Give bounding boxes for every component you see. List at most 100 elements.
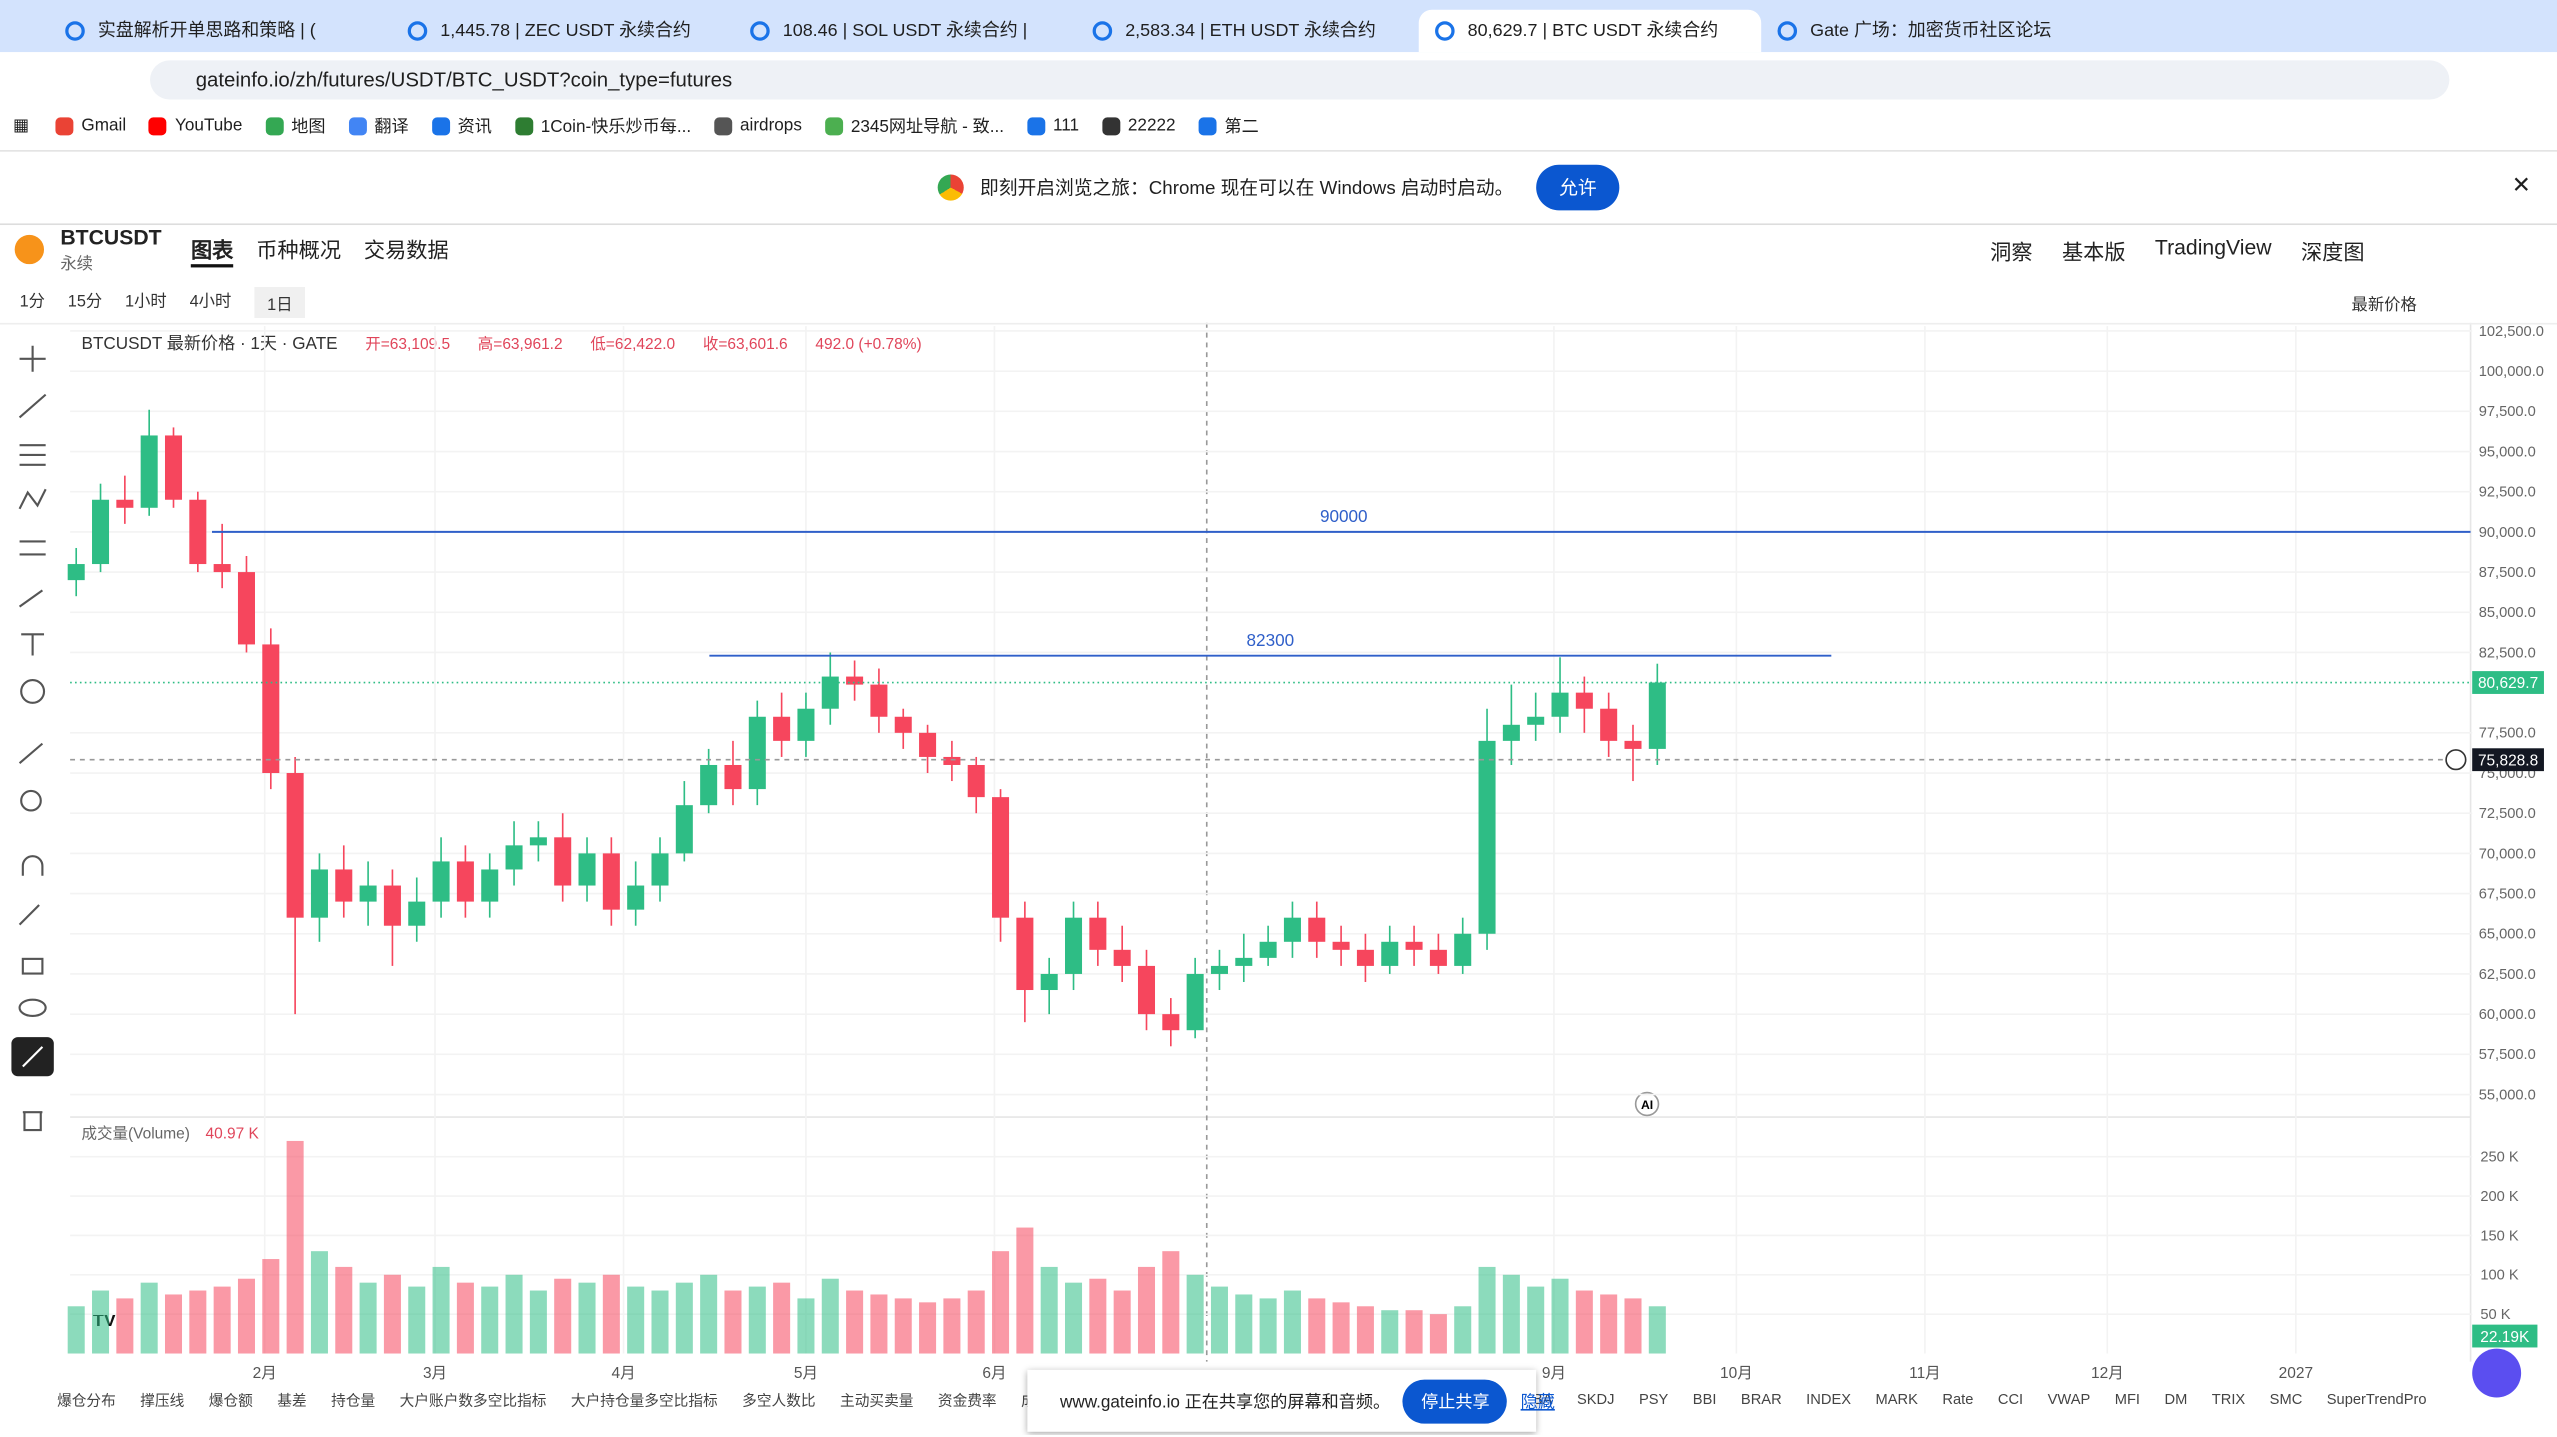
apps-icon[interactable]: ▦ xyxy=(13,115,30,136)
bookmark[interactable]: 资讯 xyxy=(431,113,492,137)
emoji-tool[interactable] xyxy=(20,678,46,704)
crosshair-price-label: 75,828.8 xyxy=(2478,752,2538,769)
bookmark[interactable]: 2345网址导航 - 致... xyxy=(824,113,1004,137)
bookmark[interactable]: 地图 xyxy=(265,113,326,137)
view-mode[interactable]: 基本版 xyxy=(2061,238,2126,264)
candle-body xyxy=(92,499,110,565)
indicator[interactable]: 爆仓额 xyxy=(208,1391,253,1409)
bookmark[interactable]: 第二 xyxy=(1198,113,1259,137)
bookmark-icon xyxy=(55,116,74,135)
candle-body xyxy=(213,564,231,573)
indicator[interactable]: 基差 xyxy=(277,1391,307,1409)
bookmark-label: 翻译 xyxy=(374,116,409,137)
lock-draw-tool[interactable] xyxy=(18,904,40,926)
indicator[interactable]: DM xyxy=(2164,1391,2188,1408)
interval[interactable]: 1小时 xyxy=(125,292,167,311)
view-mode[interactable]: 洞察 xyxy=(1990,238,2033,264)
indicator[interactable]: TRIX xyxy=(2211,1391,2246,1408)
indicator[interactable]: BBI xyxy=(1692,1391,1717,1408)
indicator[interactable]: PSY xyxy=(1638,1391,1669,1408)
view-tab[interactable]: 图表 xyxy=(190,232,234,267)
bookmark-icon xyxy=(713,116,732,135)
browser-tab[interactable]: 实盘解析开单思路和策略 | ( xyxy=(49,10,391,52)
indicator[interactable]: SMC xyxy=(2269,1391,2303,1408)
brush-tool[interactable] xyxy=(18,589,44,608)
crosshair-badge xyxy=(2472,748,2544,772)
indicator[interactable]: CCI xyxy=(1997,1391,2024,1408)
candle-body xyxy=(286,773,304,918)
volume-bar xyxy=(602,1274,620,1354)
view-mode[interactable]: TradingView xyxy=(2154,234,2272,259)
bookmark[interactable]: Gmail xyxy=(55,116,126,135)
close-notification[interactable]: ✕ xyxy=(2511,171,2531,198)
y-tick-label: 57,500.0 xyxy=(2479,1047,2536,1063)
candle-body xyxy=(67,564,85,581)
candle-body xyxy=(870,684,888,717)
lock-tool[interactable] xyxy=(21,957,44,975)
candle-body xyxy=(456,861,474,902)
browser-tab[interactable]: Gate 广场：加密货币社区论坛 xyxy=(1761,10,2103,52)
browser-tab[interactable]: 2,583.34 | ETH USDT 永续合约 xyxy=(1076,10,1418,52)
candle-body xyxy=(1235,957,1253,966)
crosshair-tool[interactable] xyxy=(19,345,46,372)
indicator[interactable]: SuperTrendPro xyxy=(2326,1391,2427,1408)
indicator[interactable]: 持仓量 xyxy=(331,1391,376,1409)
candle-body xyxy=(481,869,499,902)
browser-tab[interactable]: 80,629.7 | BTC USDT 永续合约 xyxy=(1418,9,1762,53)
interval[interactable]: 4小时 xyxy=(189,292,232,311)
symbol[interactable]: BTCUSDT xyxy=(60,225,162,250)
eye-tool[interactable] xyxy=(18,998,47,1018)
bookmark[interactable]: 111 xyxy=(1026,116,1079,135)
line-tool[interactable] xyxy=(18,393,47,419)
pattern-tool[interactable] xyxy=(18,488,47,510)
interval[interactable]: 1日 xyxy=(254,286,306,318)
indicator[interactable]: 大户持仓量多空比指标 xyxy=(570,1391,718,1409)
indicator[interactable]: BA xyxy=(1532,1391,1553,1408)
indicator[interactable]: MARK xyxy=(1875,1391,1918,1408)
interval[interactable]: 1分 xyxy=(19,292,45,311)
view-tab[interactable]: 币种概况 xyxy=(256,237,342,262)
price-type[interactable]: 最新价格 xyxy=(2351,295,2417,314)
indicator[interactable]: SKDJ xyxy=(1576,1391,1615,1408)
bookmark[interactable]: 翻译 xyxy=(348,113,409,137)
text-tool[interactable] xyxy=(21,633,45,656)
view-tab[interactable]: 交易数据 xyxy=(363,237,449,262)
indicator[interactable]: 多空人数比 xyxy=(742,1391,816,1409)
assistant-button[interactable] xyxy=(2472,1348,2522,1398)
indicator[interactable]: 撑压线 xyxy=(140,1391,185,1409)
bookmark[interactable]: YouTube xyxy=(148,116,242,135)
indicator[interactable]: MFI xyxy=(2114,1391,2141,1408)
indicator[interactable]: 爆仓分布 xyxy=(57,1391,116,1409)
browser-tab[interactable]: 108.46 | SOL USDT 永续合约 | xyxy=(734,10,1076,52)
interval[interactable]: 15分 xyxy=(67,292,103,311)
view-mode[interactable]: 深度图 xyxy=(2300,238,2365,264)
allow-button[interactable]: 允许 xyxy=(1536,164,1620,211)
volume-bar xyxy=(1527,1286,1545,1354)
indicator[interactable]: 主动买卖量 xyxy=(840,1391,914,1409)
ai-badge[interactable] xyxy=(1634,1091,1660,1117)
zoom-tool[interactable] xyxy=(20,789,42,812)
indicator[interactable]: 资金费率 xyxy=(937,1391,997,1409)
bookmark[interactable]: airdrops xyxy=(713,116,802,135)
volume-bar xyxy=(870,1294,888,1354)
hide-banner[interactable]: 隐藏 xyxy=(1520,1391,1555,1412)
browser-tab[interactable]: 1,445.78 | ZEC USDT 永续合约 xyxy=(391,10,733,52)
stop-share[interactable]: 停止共享 xyxy=(1403,1378,1508,1423)
candle-body xyxy=(919,732,937,757)
delete-tool[interactable] xyxy=(22,1111,43,1132)
fib-tool[interactable] xyxy=(19,444,46,466)
indicator[interactable]: Rate xyxy=(1942,1391,1974,1408)
indicator[interactable]: INDEX xyxy=(1806,1391,1852,1408)
ruler-tool[interactable] xyxy=(18,742,44,764)
indicator[interactable]: BRAR xyxy=(1740,1391,1782,1408)
address-bar[interactable]: gateinfo.io/zh/futures/USDT/BTC_USDT?coi… xyxy=(150,60,2450,100)
bookmark-icon xyxy=(348,116,367,135)
bookmark[interactable]: 1Coin-快乐炒币每... xyxy=(514,113,691,137)
forecast-tool[interactable] xyxy=(19,540,46,556)
indicator[interactable]: VWAP xyxy=(2047,1391,2091,1408)
bookmark[interactable]: 22222 xyxy=(1101,116,1176,135)
magnet-tool[interactable] xyxy=(21,855,44,876)
indicator[interactable]: 大户账户数多空比指标 xyxy=(399,1391,547,1409)
candle-body xyxy=(1405,941,1423,950)
